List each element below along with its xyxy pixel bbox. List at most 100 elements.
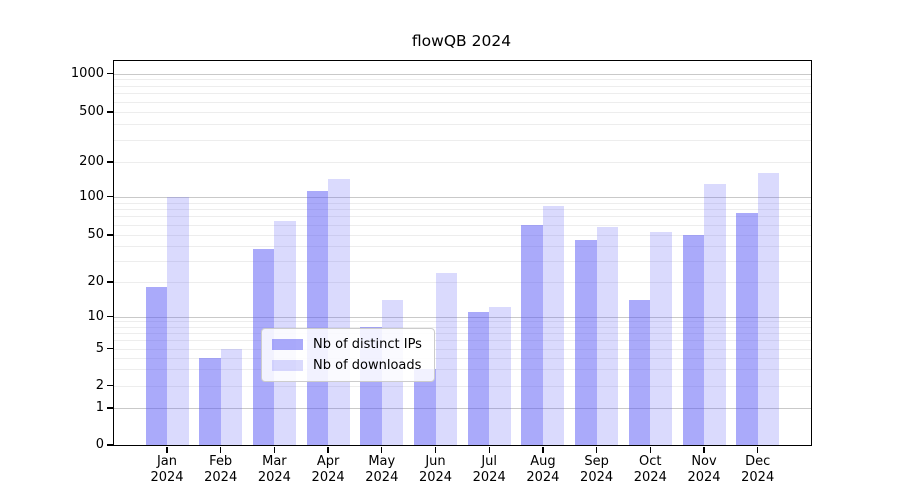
y-tick-mark <box>107 234 113 236</box>
legend-swatch-downloads <box>272 360 303 371</box>
gridline-minor <box>114 79 811 81</box>
bar-ips-dec <box>736 212 758 445</box>
x-tick-mark <box>649 447 651 453</box>
bar-downloads-feb <box>220 348 243 445</box>
x-tick-mark <box>166 447 168 453</box>
bar-ips-sep <box>575 240 597 445</box>
x-tick-label-jan: Jan 2024 <box>135 454 199 486</box>
gridline-minor <box>114 209 811 211</box>
x-tick-year-mar: 2024 <box>257 470 291 485</box>
gridline-minor <box>114 101 811 103</box>
y-tick-label-10: 10 <box>87 308 104 324</box>
gridline-minor <box>114 139 811 141</box>
x-tick-label-feb: Feb 2024 <box>189 454 253 486</box>
gridline-major <box>114 196 811 198</box>
y-tick-mark <box>107 315 113 318</box>
gridline-minor <box>114 348 811 350</box>
gridline-minor <box>114 261 811 263</box>
x-tick-mark <box>434 447 437 453</box>
gridline-minor <box>114 112 811 113</box>
y-tick-mark <box>107 111 113 113</box>
bar-ips-jul <box>467 311 490 445</box>
bar-downloads-jun <box>435 272 457 445</box>
x-tick-mark <box>273 447 276 453</box>
bar-ips-apr <box>306 190 329 445</box>
x-tick-label-nov: Nov 2024 <box>672 454 736 486</box>
legend: Nb of distinct IPs Nb of downloads <box>261 328 435 382</box>
gridline-minor <box>114 216 811 218</box>
x-tick-year-jun: 2024 <box>418 470 453 485</box>
x-tick-label-apr: Apr 2024 <box>296 454 360 486</box>
x-tick-mark <box>327 447 329 453</box>
gridline-major <box>114 408 811 409</box>
gridline-major <box>114 73 811 75</box>
y-tick-mark <box>107 407 113 409</box>
x-tick-year-sep: 2024 <box>580 470 614 485</box>
y-tick-mark <box>107 444 113 446</box>
x-tick-label-jun: Jun 2024 <box>404 454 468 486</box>
gridline-minor <box>114 282 811 283</box>
x-tick-mark <box>703 447 705 453</box>
y-tick-mark <box>107 347 113 350</box>
y-tick-label-50: 50 <box>87 227 104 242</box>
y-tick-label-2: 2 <box>95 377 104 393</box>
y-tick-mark <box>107 384 113 387</box>
x-tick-label-aug: Aug 2024 <box>511 454 575 486</box>
gridline-minor <box>114 321 811 323</box>
gridline-minor <box>114 332 811 334</box>
legend-label-downloads: Nb of downloads <box>313 358 422 373</box>
x-tick-mark <box>220 447 222 453</box>
y-tick-label-5: 5 <box>95 340 104 356</box>
bar-ips-aug <box>521 224 543 445</box>
bar-downloads-aug <box>542 206 565 445</box>
bar-ips-oct <box>628 299 651 445</box>
x-tick-year-feb: 2024 <box>204 470 238 485</box>
bar-downloads-nov <box>704 183 726 445</box>
bar-downloads-sep <box>596 226 619 445</box>
y-tick-label-1: 1 <box>95 400 104 415</box>
x-tick-year-may: 2024 <box>365 470 399 485</box>
x-tick-year-aug: 2024 <box>526 470 560 485</box>
y-tick-label-100: 100 <box>79 188 104 204</box>
plot-area: 0 1 2 5 10 20 50 100 200 500 1000 Jan 2024 Feb 2024 Mar… <box>71 60 812 485</box>
gridline-minor <box>114 85 811 87</box>
y-tick-label-0: 0 <box>95 437 104 452</box>
x-tick-label-jul: Jul 2024 <box>457 454 521 486</box>
gridline-major <box>114 316 811 318</box>
gridline-minor <box>114 385 811 387</box>
x-tick-label-may: May 2024 <box>350 454 414 486</box>
bar-ips-nov <box>682 235 704 445</box>
x-tick-mark <box>488 447 490 453</box>
gridline-minor <box>114 246 811 248</box>
x-tick-year-jul: 2024 <box>472 470 506 485</box>
bar-downloads-jul <box>489 307 511 445</box>
x-tick-year-oct: 2024 <box>633 470 667 485</box>
bar-downloads-dec <box>757 173 780 445</box>
y-tick-mark <box>107 161 113 163</box>
y-tick-label-200: 200 <box>79 154 104 169</box>
gridline-minor <box>114 124 811 126</box>
gridline-minor <box>114 224 811 226</box>
x-tick-mark <box>381 447 383 453</box>
y-tick-mark <box>107 281 113 283</box>
x-tick-year-dec: 2024 <box>741 470 775 485</box>
y-tick-label-1000: 1000 <box>70 65 104 81</box>
legend-swatch-distinct-ips <box>272 339 303 350</box>
y-tick-mark <box>107 72 113 75</box>
x-tick-label-sep: Sep 2024 <box>565 454 629 486</box>
x-tick-year-jan: 2024 <box>150 470 184 485</box>
bar-downloads-apr <box>328 179 350 445</box>
x-tick-label-oct: Oct 2024 <box>618 454 682 486</box>
gridline-minor <box>114 357 811 359</box>
x-tick-year-apr: 2024 <box>311 470 345 485</box>
gridline-minor <box>114 93 811 95</box>
x-tick-mark <box>595 447 598 453</box>
x-tick-year-nov: 2024 <box>687 470 721 485</box>
gridline-minor <box>114 235 811 236</box>
y-tick-label-500: 500 <box>79 104 104 119</box>
bar-downloads-jan <box>167 196 189 445</box>
gridline-minor <box>114 162 811 163</box>
gridline-minor <box>114 369 811 371</box>
bar-ips-jan <box>145 287 167 445</box>
